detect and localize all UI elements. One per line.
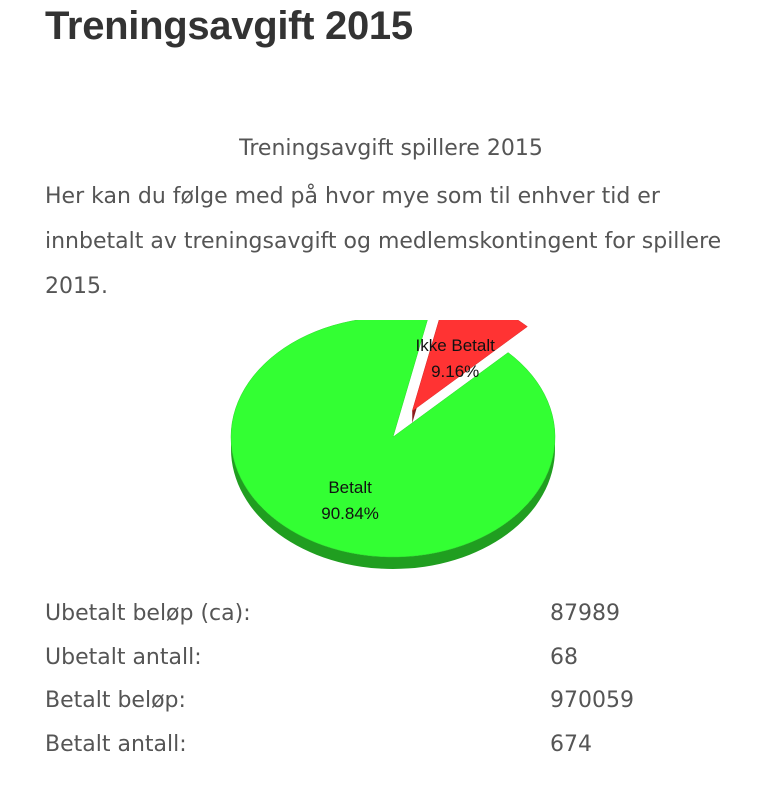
stats-value: 68: [550, 644, 578, 670]
pie-label-name: Ikke Betalt: [415, 336, 495, 355]
pie-label-percent: 9.16%: [431, 362, 479, 381]
page-title: Treningsavgift 2015: [45, 4, 413, 48]
stats-value: 87989: [550, 601, 620, 627]
stats-row-unpaid-amount: Ubetalt beløp (ca): 87989: [45, 592, 745, 636]
pie-chart: Ikke Betalt 9.16% Betalt 90.84%: [230, 320, 556, 569]
pie-label-name: Betalt: [328, 478, 372, 497]
stats-row-paid-amount: Betalt beløp: 970059: [45, 679, 745, 723]
pie-slice-betalt: [230, 320, 556, 558]
stats-label: Betalt beløp:: [45, 688, 186, 714]
description-text: Her kan du følge med på hvor mye som til…: [45, 184, 722, 299]
pie-chart-labels: Ikke Betalt 9.16% Betalt 90.84%: [321, 336, 495, 523]
pie-label-percent: 90.84%: [321, 504, 379, 523]
stats-value: 970059: [550, 688, 634, 714]
chart-caption: Treningsavgift spillere 2015: [239, 136, 543, 161]
stats-label: Ubetalt beløp (ca):: [45, 601, 251, 627]
pie-chart-top: [230, 320, 556, 558]
pie-slice-ikke-betalt: [411, 320, 528, 412]
stats-label: Betalt antall:: [45, 732, 187, 758]
stats-row-paid-count: Betalt antall: 674: [45, 723, 745, 767]
payment-stats-table: Ubetalt beløp (ca): 87989 Ubetalt antall…: [45, 592, 745, 766]
stats-row-unpaid-count: Ubetalt antall: 68: [45, 636, 745, 680]
stats-value: 674: [550, 732, 592, 758]
stats-label: Ubetalt antall:: [45, 644, 202, 670]
